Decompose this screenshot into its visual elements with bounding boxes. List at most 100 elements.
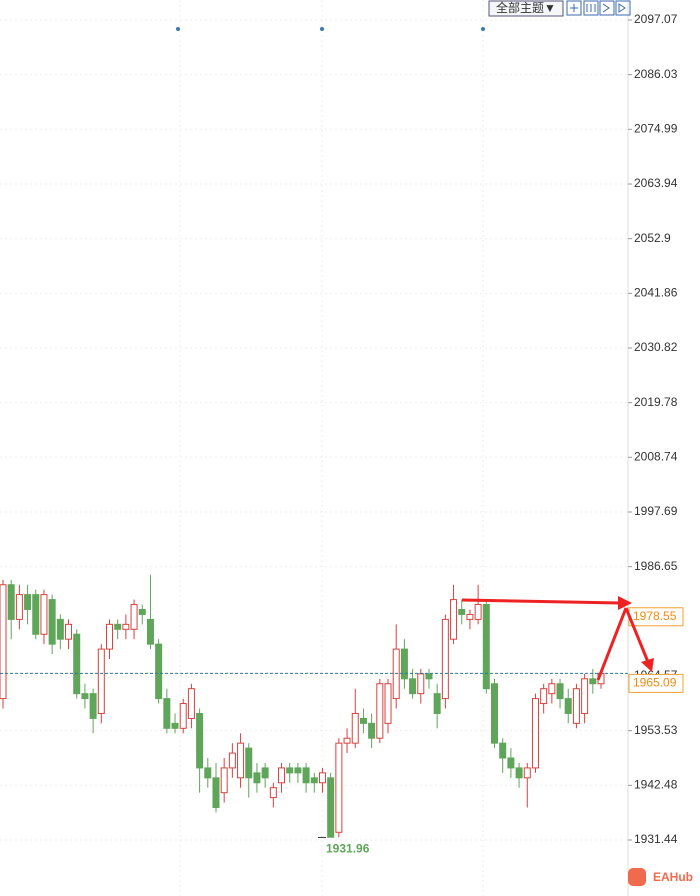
candle-body <box>122 623 130 630</box>
candle-body <box>310 777 318 784</box>
candle-body <box>474 604 482 620</box>
candle-body <box>318 772 326 784</box>
marker-dot <box>176 27 180 31</box>
candle-body <box>171 722 179 729</box>
candle-body <box>531 698 539 769</box>
candle-body <box>343 737 351 744</box>
candle-body <box>286 767 294 774</box>
candle-body <box>269 787 277 799</box>
candle-body <box>163 698 171 729</box>
candle-body <box>261 767 269 779</box>
candle-body <box>245 747 253 779</box>
plot: 2097.07 2086.03 2074.99 2063.94 2052.9 2041.8… <box>0 12 678 856</box>
candle-body <box>155 643 163 700</box>
candle-body <box>179 703 187 729</box>
annotation-arrows <box>461 596 654 681</box>
candle-body <box>146 618 154 645</box>
candle-body <box>187 688 195 719</box>
candle-body <box>7 584 15 620</box>
y-tick-label: 2052.9 <box>634 231 671 245</box>
candle-body <box>32 594 40 635</box>
candle-body <box>294 767 302 774</box>
price-label: 1965.09 <box>633 676 677 690</box>
y-tick-label: 2074.99 <box>634 121 678 135</box>
candle-body <box>228 752 236 769</box>
arrowhead <box>641 658 654 672</box>
candle-body <box>97 648 105 714</box>
candle-body <box>523 767 531 779</box>
y-tick-label: 2097.07 <box>634 12 678 26</box>
candle-body <box>65 623 73 640</box>
price-label: 1978.55 <box>633 609 677 623</box>
candle-body <box>237 742 245 779</box>
y-tick-label: 1931.44 <box>634 832 678 846</box>
candle-body <box>458 608 466 615</box>
candle-body <box>400 648 408 680</box>
candle-body <box>384 683 392 724</box>
candle-body <box>515 767 523 779</box>
candle-body <box>15 594 23 620</box>
candle-body <box>24 594 32 610</box>
low-label: 1931.96 <box>326 842 370 856</box>
candle-body <box>441 618 449 700</box>
candle-body <box>359 717 367 724</box>
candle-body <box>212 777 220 809</box>
candle-body <box>130 604 138 630</box>
candle-body <box>376 683 384 739</box>
candle-body <box>409 678 417 695</box>
candle-body <box>581 678 589 714</box>
theme-button-label[interactable]: 全部主题▼ <box>496 0 556 15</box>
candle-body <box>491 683 499 744</box>
candle-body <box>572 688 580 724</box>
y-tick-label: 2019.78 <box>634 395 678 409</box>
candle-body <box>278 767 286 784</box>
y-tick-label: 1942.48 <box>634 778 678 792</box>
y-tick-label: 1997.69 <box>634 504 678 518</box>
candle-body <box>556 683 564 700</box>
candle-body <box>73 633 81 695</box>
icon[interactable] <box>615 0 631 16</box>
icon[interactable] <box>583 0 599 16</box>
candle-body <box>220 767 228 794</box>
icon[interactable] <box>566 0 582 16</box>
candle-body <box>196 712 204 769</box>
candle-body <box>335 742 343 833</box>
candle-body <box>138 608 146 615</box>
candle-body <box>466 613 474 620</box>
candle-body <box>499 742 507 759</box>
theme-button[interactable] <box>488 0 564 17</box>
candle-body <box>48 599 56 645</box>
brand-logo <box>628 868 646 886</box>
toolbar-icons[interactable] <box>566 0 631 16</box>
candle-body <box>368 722 376 739</box>
candle-body <box>589 678 597 685</box>
marker-dot <box>481 27 485 31</box>
candle-body <box>540 688 548 705</box>
y-tick-label: 2030.82 <box>634 340 678 354</box>
y-tick-label: 2086.03 <box>634 67 678 81</box>
candle-body <box>482 604 490 690</box>
icon[interactable] <box>599 0 615 16</box>
candle-body <box>302 767 310 784</box>
candle-body <box>56 618 64 640</box>
candle-body <box>0 584 7 700</box>
arrow-line <box>624 607 650 663</box>
y-tick-label: 2041.86 <box>634 286 678 300</box>
arrow-line <box>596 607 628 681</box>
brand-text: EAHub <box>653 870 693 884</box>
candle-body <box>564 698 572 714</box>
candle-body <box>89 693 97 719</box>
candle-body <box>105 623 113 650</box>
y-tick-label: 2008.74 <box>634 449 678 463</box>
candle-body <box>433 693 441 714</box>
candle-body <box>507 757 515 769</box>
y-tick-label: 2063.94 <box>634 176 678 190</box>
price-label-box <box>628 673 684 693</box>
candle-body <box>417 673 425 695</box>
candle-body <box>327 777 335 838</box>
candle-body <box>351 712 359 744</box>
candle-body <box>114 623 122 630</box>
arrowhead <box>618 596 632 610</box>
